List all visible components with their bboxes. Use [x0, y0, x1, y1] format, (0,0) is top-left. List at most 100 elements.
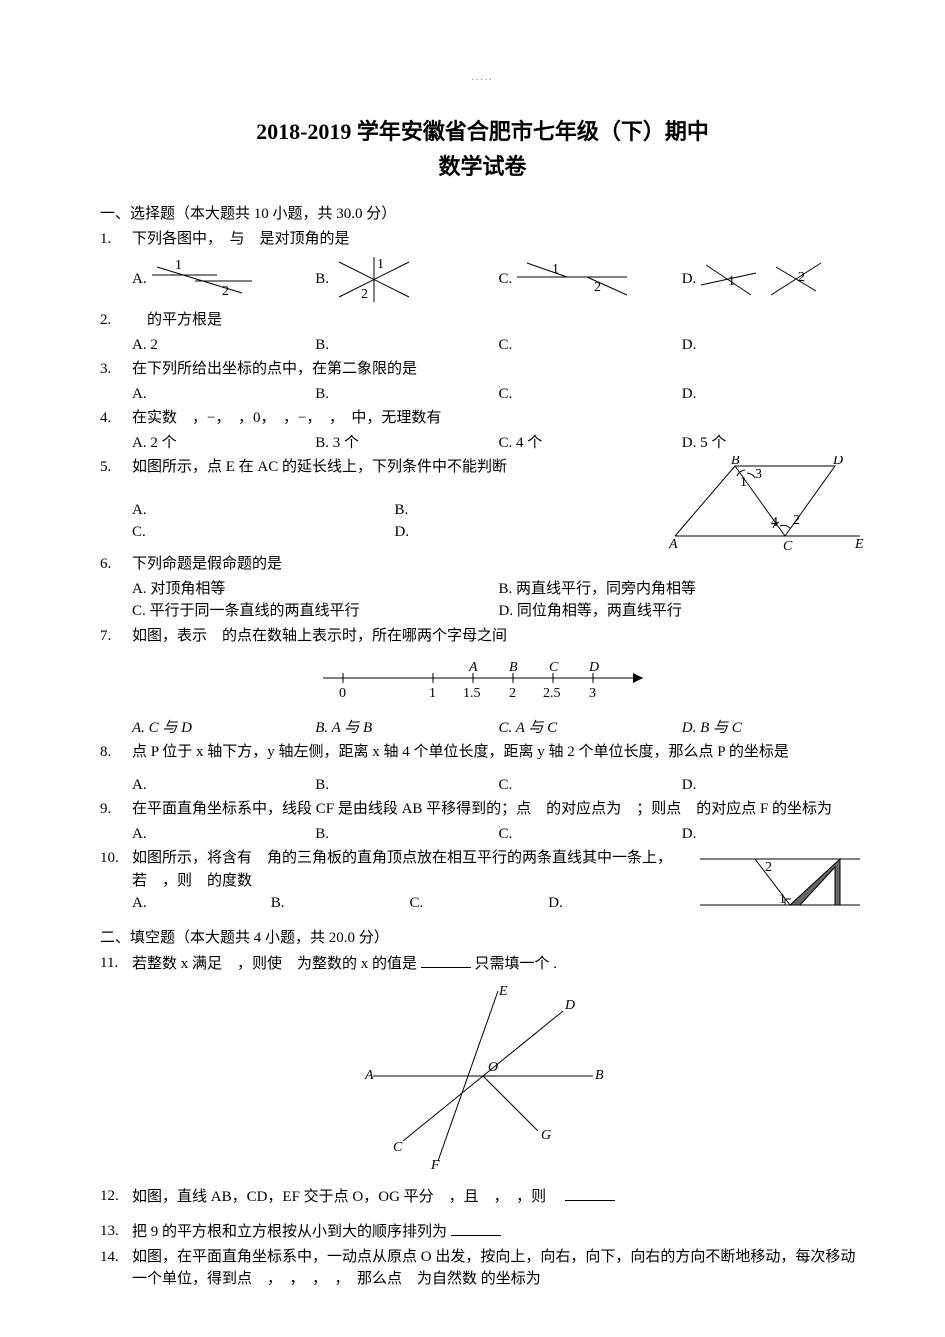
- q12-figure: A B C D E F G O: [343, 981, 623, 1171]
- svg-text:2.5: 2.5: [543, 686, 561, 701]
- q6-text: 下列命题是假命题的是: [132, 553, 865, 576]
- q5-text: 如图所示，点 E 在 AC 的延长线上，下列条件中不能判断: [132, 459, 507, 475]
- svg-text:1: 1: [429, 686, 436, 701]
- q9-choice-A: A.: [132, 823, 315, 846]
- q1-num: 1.: [100, 228, 132, 251]
- svg-text:2: 2: [793, 513, 800, 528]
- q3-num: 3.: [100, 358, 132, 381]
- svg-text:2: 2: [798, 270, 805, 285]
- q13-text: 把 9 的平方根和立方根按从小到大的顺序排列为: [132, 1224, 447, 1240]
- q4-choice-A: A. 2 个: [132, 432, 315, 455]
- svg-text:1.5: 1.5: [463, 686, 481, 701]
- q10-num: 10.: [100, 847, 132, 870]
- q8-choice-B: B.: [315, 774, 498, 797]
- q4-choice-B: B. 3 个: [315, 432, 498, 455]
- q6-num: 6.: [100, 553, 132, 576]
- q1-figB: 1 2: [329, 252, 419, 307]
- svg-text:F: F: [430, 1158, 440, 1171]
- svg-text:C: C: [549, 660, 559, 675]
- q11-blank: [421, 952, 471, 968]
- q5-figure: BD ACE 13 42: [665, 456, 865, 551]
- q2-text: 的平方根是: [132, 309, 865, 332]
- q8-choice-A: A.: [132, 774, 315, 797]
- q8-num: 8.: [100, 741, 132, 764]
- q5-num: 5.: [100, 456, 132, 479]
- title-line2: 数学试卷: [100, 150, 865, 183]
- q3-choice-A: A.: [132, 383, 315, 406]
- svg-text:B: B: [509, 660, 518, 675]
- svg-text:2: 2: [765, 860, 772, 875]
- svg-text:0: 0: [339, 686, 346, 701]
- q9-choice-C: C.: [499, 823, 682, 846]
- q8-choice-C: C.: [499, 774, 682, 797]
- q9-choice-B: B.: [315, 823, 498, 846]
- q1-text: 下列各图中， 与 是对顶角的是: [132, 228, 865, 251]
- q6-choice-A: A. 对顶角相等: [132, 578, 499, 601]
- q10-choice-C: C.: [410, 892, 549, 915]
- q5-choice-D: D.: [395, 521, 658, 544]
- q5-choice-B: B.: [395, 499, 658, 522]
- q12-text: 如图，直线 AB，CD，EF 交于点 O，OG 平分 ，且 ， ，则: [132, 1189, 561, 1205]
- svg-text:1: 1: [552, 262, 559, 277]
- q10-choice-A: A.: [132, 892, 271, 915]
- q1-choice-B-label: B.: [315, 268, 329, 291]
- svg-text:1: 1: [728, 274, 735, 289]
- q14-text: 如图，在平面直角坐标系中，一动点从原点 O 出发，按向上，向右，向下，向右的方向…: [132, 1246, 865, 1291]
- q3-text: 在下列所给出坐标的点中，在第二象限的是: [132, 358, 865, 381]
- svg-text:1: 1: [740, 475, 747, 490]
- section2-heading: 二、填空题（本大题共 4 小题，共 20.0 分）: [100, 927, 865, 950]
- q5-choice-A: A.: [132, 499, 395, 522]
- q2-choice-B: B.: [315, 334, 498, 357]
- q4-choice-D: D. 5 个: [682, 432, 865, 455]
- q1-choice-C-label: C.: [499, 268, 513, 291]
- svg-text:C: C: [393, 1140, 403, 1155]
- q3-choice-D: D.: [682, 383, 865, 406]
- svg-text:4: 4: [771, 515, 778, 530]
- header-dots: .....: [100, 70, 865, 85]
- q4-text: 在实数 ，−， ，0， ，−， ， 中，无理数有: [132, 407, 865, 430]
- q7-num: 7.: [100, 625, 132, 648]
- q13-num: 13.: [100, 1220, 132, 1243]
- q9-num: 9.: [100, 798, 132, 821]
- q10-choice-D: D.: [548, 892, 687, 915]
- svg-text:A: A: [668, 537, 678, 551]
- svg-text:2: 2: [222, 284, 229, 299]
- q2-choice-C: C.: [499, 334, 682, 357]
- q8-text: 点 P 位于 x 轴下方，y 轴左侧，距离 x 轴 4 个单位长度，距离 y 轴…: [132, 741, 865, 764]
- q7-choice-B: B. A 与 B: [315, 720, 372, 736]
- q3-choice-B: B.: [315, 383, 498, 406]
- q12-blank: [565, 1185, 615, 1201]
- q11-text-b: 只需填一个 .: [475, 956, 558, 972]
- q9-text: 在平面直角坐标系中，线段 CF 是由线段 AB 平移得到的；点 的对应点为 ；则…: [132, 798, 865, 821]
- svg-text:A: A: [468, 660, 478, 675]
- svg-text:1: 1: [175, 258, 182, 273]
- svg-text:E: E: [498, 984, 508, 999]
- q10-choice-B: B.: [271, 892, 410, 915]
- q10-text: 如图所示，将含有 角的三角板的直角顶点放在相互平行的两条直线其中一条上，若 ，则…: [132, 850, 672, 889]
- q11-text-a: 若整数 x 满足 ，则使 为整数的 x 的值是: [132, 956, 417, 972]
- svg-text:D: D: [588, 660, 599, 675]
- svg-text:2: 2: [509, 686, 516, 701]
- section1-heading: 一、选择题（本大题共 10 小题，共 30.0 分）: [100, 203, 865, 226]
- q3-choice-C: C.: [499, 383, 682, 406]
- q7-numberline: 0 1 1.5 A 2 B 2.5 C 3 D: [303, 653, 663, 703]
- q8-choice-D: D.: [682, 774, 865, 797]
- q7-choice-C: C. A 与 C: [499, 720, 558, 736]
- q14-num: 14.: [100, 1246, 132, 1269]
- q12-num: 12.: [100, 1185, 132, 1208]
- q4-num: 4.: [100, 407, 132, 430]
- svg-text:A: A: [364, 1068, 374, 1083]
- q10-figure: 2 1: [695, 847, 865, 917]
- q7-choice-D: D. B 与 C: [682, 720, 742, 736]
- q6-choice-D: D. 同位角相等，两直线平行: [499, 600, 866, 623]
- svg-text:1: 1: [377, 257, 384, 272]
- svg-text:G: G: [541, 1128, 551, 1143]
- q4-choice-C: C. 4 个: [499, 432, 682, 455]
- q2-choice-D: D.: [682, 334, 865, 357]
- svg-text:O: O: [488, 1060, 498, 1075]
- svg-text:3: 3: [755, 467, 762, 482]
- svg-text:D: D: [832, 456, 843, 468]
- q5-choice-C: C.: [132, 521, 395, 544]
- svg-text:E: E: [854, 537, 864, 551]
- q6-choice-C: C. 平行于同一条直线的两直线平行: [132, 600, 499, 623]
